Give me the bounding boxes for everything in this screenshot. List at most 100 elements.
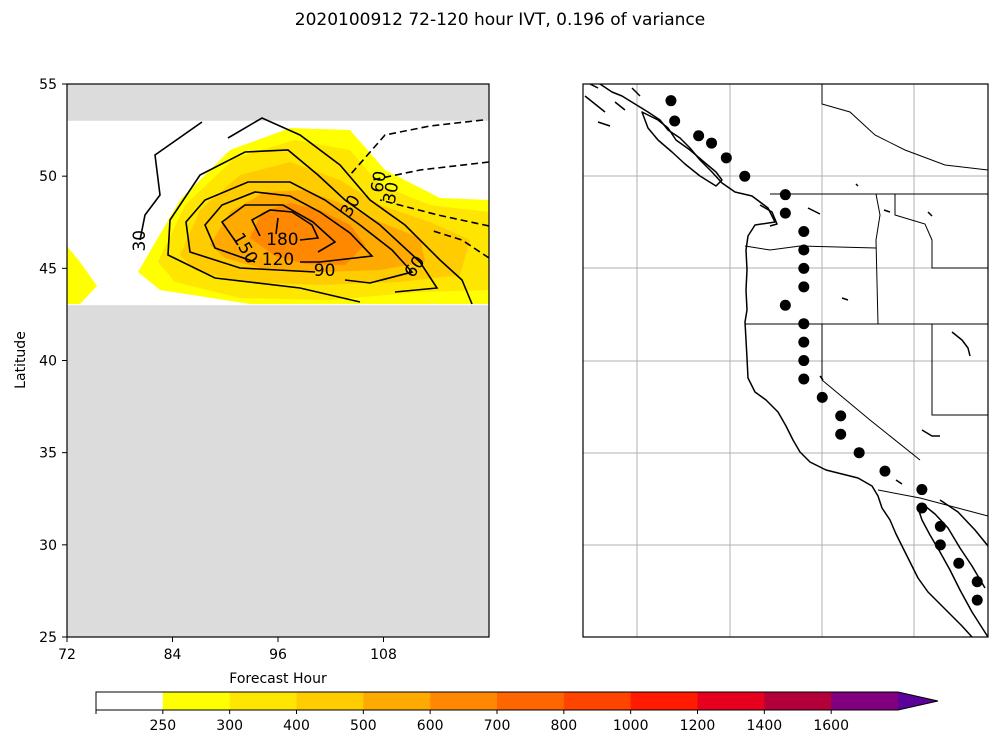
station-point [739, 170, 751, 182]
lake-6 [951, 331, 971, 357]
us-mexico-border [877, 489, 988, 517]
lake-1 [807, 207, 821, 215]
station-point [798, 355, 810, 367]
lake-2 [855, 183, 859, 187]
fill-level-250-west [67, 246, 97, 304]
contour-120 [204, 191, 374, 263]
station-point [990, 632, 1000, 643]
lake-9 [895, 479, 903, 485]
contour-label: 30 [380, 181, 403, 206]
colorbar-tick-label: 1200 [680, 718, 716, 734]
station-point [720, 152, 732, 164]
colorbar-tick-label: 800 [550, 718, 577, 734]
colorbar-tick-label: 600 [417, 718, 444, 734]
lake-7 [921, 429, 940, 437]
neg-contour-2 [371, 161, 489, 181]
ivt-colorbar: 250 300 400 500 600 700 800 1000 1200 1400 1600 [95, 691, 939, 734]
station-points [665, 95, 1000, 643]
masked-region-south [67, 305, 489, 637]
idaho-west-border [875, 193, 881, 325]
y-tick-label: 40 [39, 354, 57, 370]
nevada-east-border [931, 324, 988, 416]
colorbar-segment [363, 692, 431, 710]
neg-contour-1 [349, 119, 484, 176]
y-axis-label: Latitude [13, 331, 29, 389]
colorbar-segment [630, 692, 698, 710]
station-point [916, 502, 928, 514]
station-point [879, 465, 891, 477]
contour-label: 60 [367, 169, 390, 194]
y-tick-label: 45 [39, 261, 57, 277]
y-tick-label: 50 [39, 169, 57, 185]
coastline-gulf-mainland [939, 499, 988, 547]
colorbar-tick-label: 1400 [747, 718, 783, 734]
contour-150 [220, 204, 337, 253]
contour-180 [250, 209, 320, 241]
lake-8 [819, 375, 824, 381]
colorbar-segment [764, 692, 832, 710]
neg-contour-3 [379, 199, 489, 227]
colorbar-segment [697, 692, 765, 710]
coastline-vancouver-island [641, 111, 723, 187]
colorbar-segment [229, 692, 297, 710]
contour-90 [185, 181, 414, 284]
colorbar-tick-label: 700 [484, 718, 511, 734]
contour-60 [167, 149, 439, 303]
contour-label: 120 [262, 250, 294, 270]
x-axis-label: Forecast Hour [229, 671, 327, 687]
colorbar-segment [831, 692, 899, 710]
fill-level-600 [250, 203, 365, 265]
coastline-north-inlets [584, 84, 641, 127]
ivt-contour-lines [139, 117, 473, 305]
x-tick-label: 108 [370, 647, 397, 663]
map-borders [744, 84, 988, 517]
station-point [779, 189, 791, 201]
station-point [798, 336, 810, 348]
left-axis-ticks: 72 84 96 108 25 30 35 40 45 50 55 [39, 77, 397, 663]
idaho-montana-border [894, 194, 988, 269]
contour-210 [275, 217, 279, 235]
station-point [798, 318, 810, 330]
y-tick-label: 35 [39, 446, 57, 462]
washington-oregon-border [744, 245, 877, 251]
station-point [779, 207, 791, 219]
colorbar-segment [296, 692, 364, 710]
x-tick-label: 72 [58, 647, 76, 663]
coastline-mainland [599, 84, 973, 637]
station-point [706, 137, 718, 149]
colorbar-tick-label: 400 [283, 718, 310, 734]
station-point [798, 244, 810, 256]
colorbar-tick-label: 250 [149, 718, 176, 734]
contour-label: 90 [314, 261, 336, 281]
colorbar-tick-label: 300 [216, 718, 243, 734]
station-point [798, 226, 810, 238]
figure-title: 2020100912 72-120 hour IVT, 0.196 of var… [294, 10, 706, 30]
nevada-california-border [821, 324, 921, 461]
lake-3 [883, 209, 891, 213]
lake-5 [841, 297, 849, 301]
station-point [971, 594, 983, 606]
colorbar-segment [162, 692, 231, 710]
colorbar-segment [430, 692, 498, 710]
station-point [990, 613, 1000, 624]
negative-contour-lines [349, 119, 489, 259]
station-map-panel [582, 83, 1000, 643]
station-point [798, 373, 810, 385]
station-point [693, 130, 705, 142]
colorbar-tick-label: 1600 [813, 718, 849, 734]
colorbar-segment [497, 692, 565, 710]
station-point [798, 262, 810, 274]
x-tick-label: 84 [164, 647, 182, 663]
station-point [971, 576, 983, 588]
colorbar-tick-label: 1000 [613, 718, 649, 734]
station-point [835, 410, 847, 422]
y-tick-label: 25 [39, 630, 57, 646]
colorbar-segment [563, 692, 632, 710]
station-point [779, 299, 791, 311]
contour-label: 180 [266, 230, 298, 250]
station-point [665, 95, 677, 107]
colorbar-outline [95, 691, 939, 711]
masked-region-north [67, 84, 489, 121]
